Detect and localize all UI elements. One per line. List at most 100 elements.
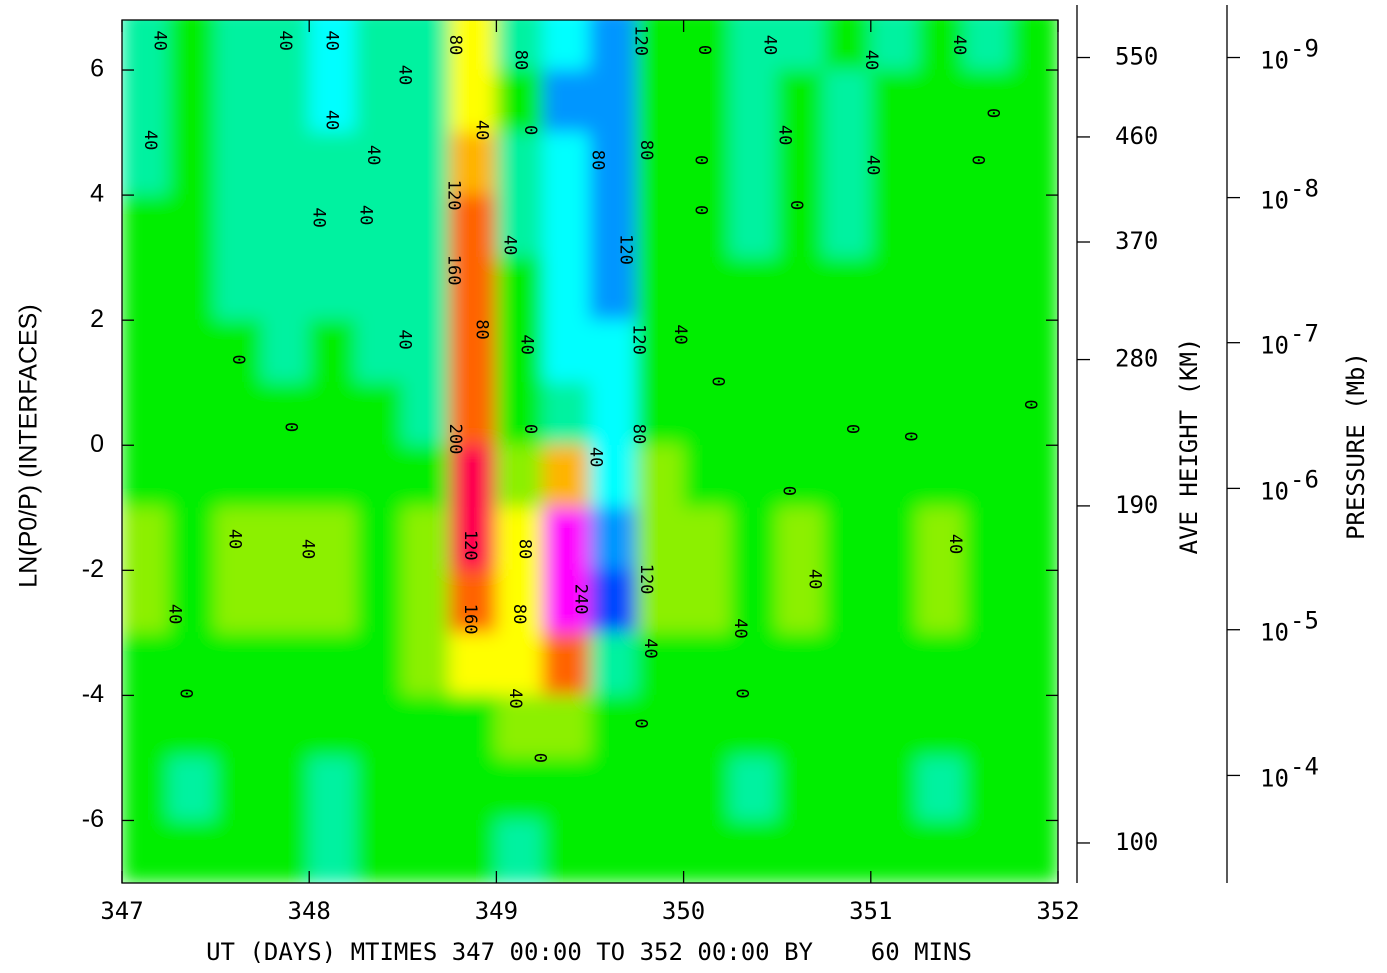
plot-frame [121,19,1059,884]
field-cell [963,819,1012,883]
contour-label: 0 [631,718,651,728]
y-tick-label: -2 [82,555,104,583]
contour-label: 80 [587,150,607,170]
contour-label: 40 [670,324,690,344]
field-cell [355,444,404,509]
contour-label: 0 [786,200,806,210]
field-cell [308,20,357,71]
field-cell [823,632,872,696]
field-cell [917,382,965,446]
contour-label: 0 [778,486,798,496]
field-cell [729,757,778,821]
y-tick-label: -4 [82,680,104,708]
field-cell [449,20,497,71]
field-cell [729,694,778,759]
field-cell [542,132,591,196]
field-cell [495,632,544,696]
contour-label: 40 [861,50,881,70]
contour-label: 0 [280,422,300,432]
field-cell [355,632,404,696]
field-cell [449,632,497,696]
field-cell [636,507,685,571]
field-cell [215,444,263,509]
x-tick-label: 349 [475,897,518,925]
field-cell [308,507,357,571]
field-cell [776,194,825,259]
field-cell [402,694,451,759]
field-cell [870,257,919,321]
field-cell [963,757,1012,821]
field-cell [823,444,872,509]
x-tick-label: 348 [288,897,331,925]
contour-label: 40 [309,207,329,227]
field-cell [917,319,965,384]
field-cell [636,382,685,446]
x-axis-title: UT (DAYS) MTIMES 347 00:00 TO 352 00:00 … [206,938,972,966]
contour-label: 120 [460,530,480,561]
contour-label: 40 [164,604,184,624]
contour-label: 0 [707,376,727,386]
field-cell [776,444,825,509]
field-cell [729,819,778,883]
field-cell [402,757,451,821]
contour-label: 40 [297,539,317,559]
field-cell [636,694,685,759]
field-cell [355,194,404,259]
field-cell [261,819,310,883]
pressure-tick-base: 10 [1260,47,1289,75]
field-cell [261,257,310,321]
field-cell [308,319,357,384]
y-tick-label: -6 [82,805,104,833]
x-tick-label: 347 [100,897,143,925]
field-cell [215,382,263,446]
field-cell [683,507,731,571]
field-cell [963,444,1012,509]
contour-label: 40 [140,130,160,150]
field-cell [308,257,357,321]
field-cell [355,694,404,759]
field-cell [776,694,825,759]
contour-label: 0 [520,125,540,135]
field-cell [683,132,731,196]
field-cell [261,319,310,384]
contour-label: 120 [616,234,636,265]
field-cell [542,819,591,883]
field-cell [683,444,731,509]
field-cell [636,319,685,384]
field-cell [1010,69,1058,134]
field-cell [776,319,825,384]
field-cell [168,694,217,759]
pressure-tick-base: 10 [1260,477,1289,505]
x-tick-label: 350 [662,897,705,925]
field-cell [355,569,404,634]
field-cell [589,819,638,883]
field-cell [776,757,825,821]
field-cell [122,569,170,634]
field-cell [495,569,544,634]
field-cell [823,757,872,821]
field-cell [636,819,685,883]
field-cell [823,194,872,259]
field-cell [729,632,778,696]
contour-label: 40 [395,329,415,349]
field-cell [122,757,170,821]
field-cell [870,69,919,134]
field-cell [729,569,778,634]
field-cell [122,257,170,321]
contour-label: 0 [900,431,920,441]
field-cell [215,69,263,134]
field-cell [355,69,404,134]
height-tick-label: 460 [1115,122,1158,150]
field-cell [308,194,357,259]
field-cell [542,757,591,821]
field-cell [729,319,778,384]
field-cell [495,382,544,446]
contour-label: 0 [520,424,540,434]
field-cell [589,20,638,71]
field [122,20,1058,883]
contour-label: 160 [460,604,480,635]
contour-label: 40 [149,30,169,50]
field-cell [122,132,170,196]
field-cell [870,569,919,634]
field-cell [776,20,825,71]
